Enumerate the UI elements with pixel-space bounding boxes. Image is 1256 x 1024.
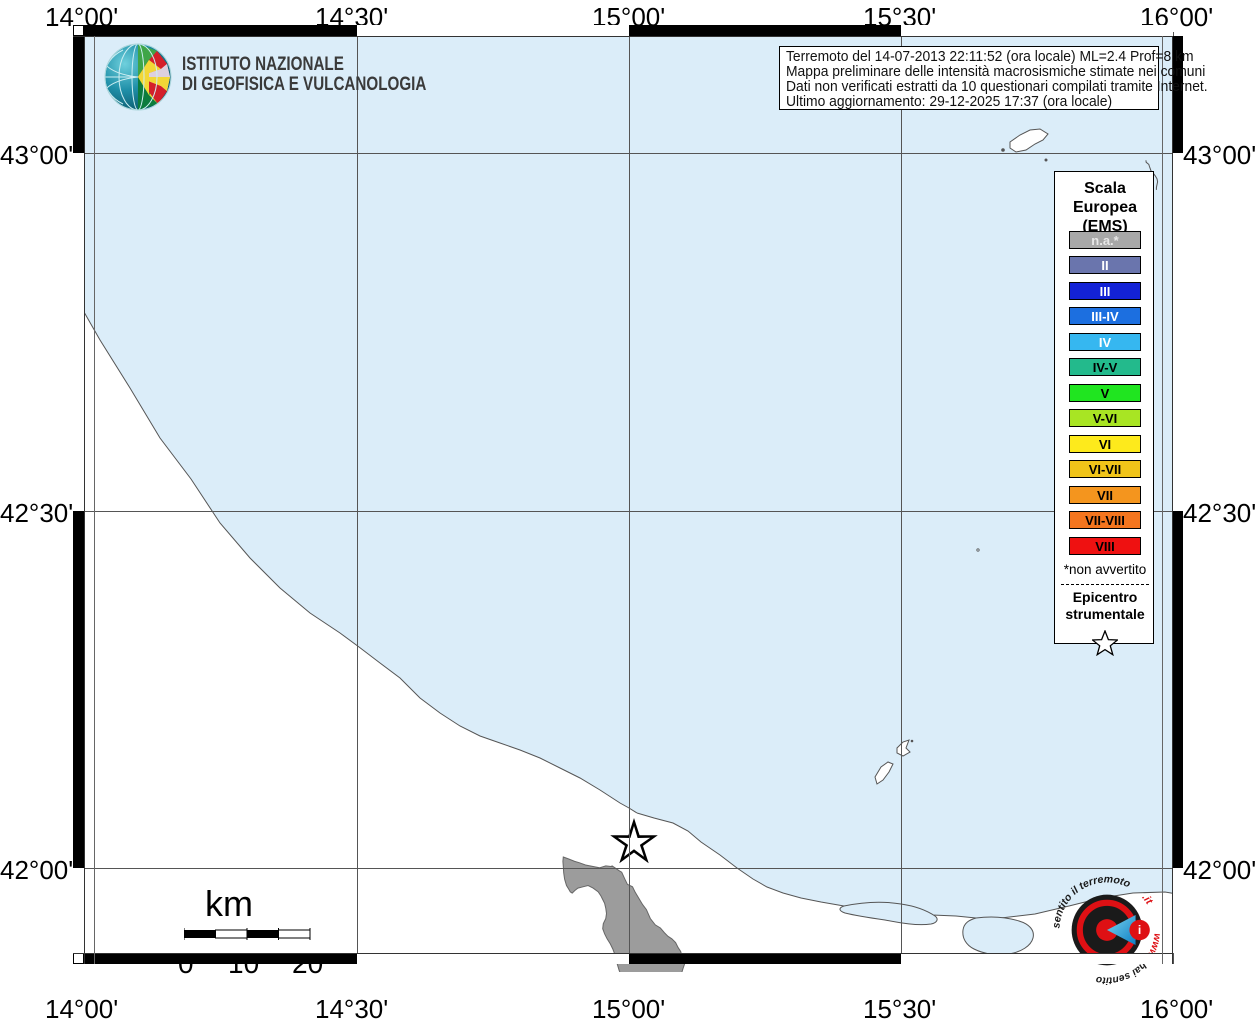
svg-text:.it: .it: [1139, 891, 1155, 906]
svg-text:i: i: [1138, 923, 1141, 937]
